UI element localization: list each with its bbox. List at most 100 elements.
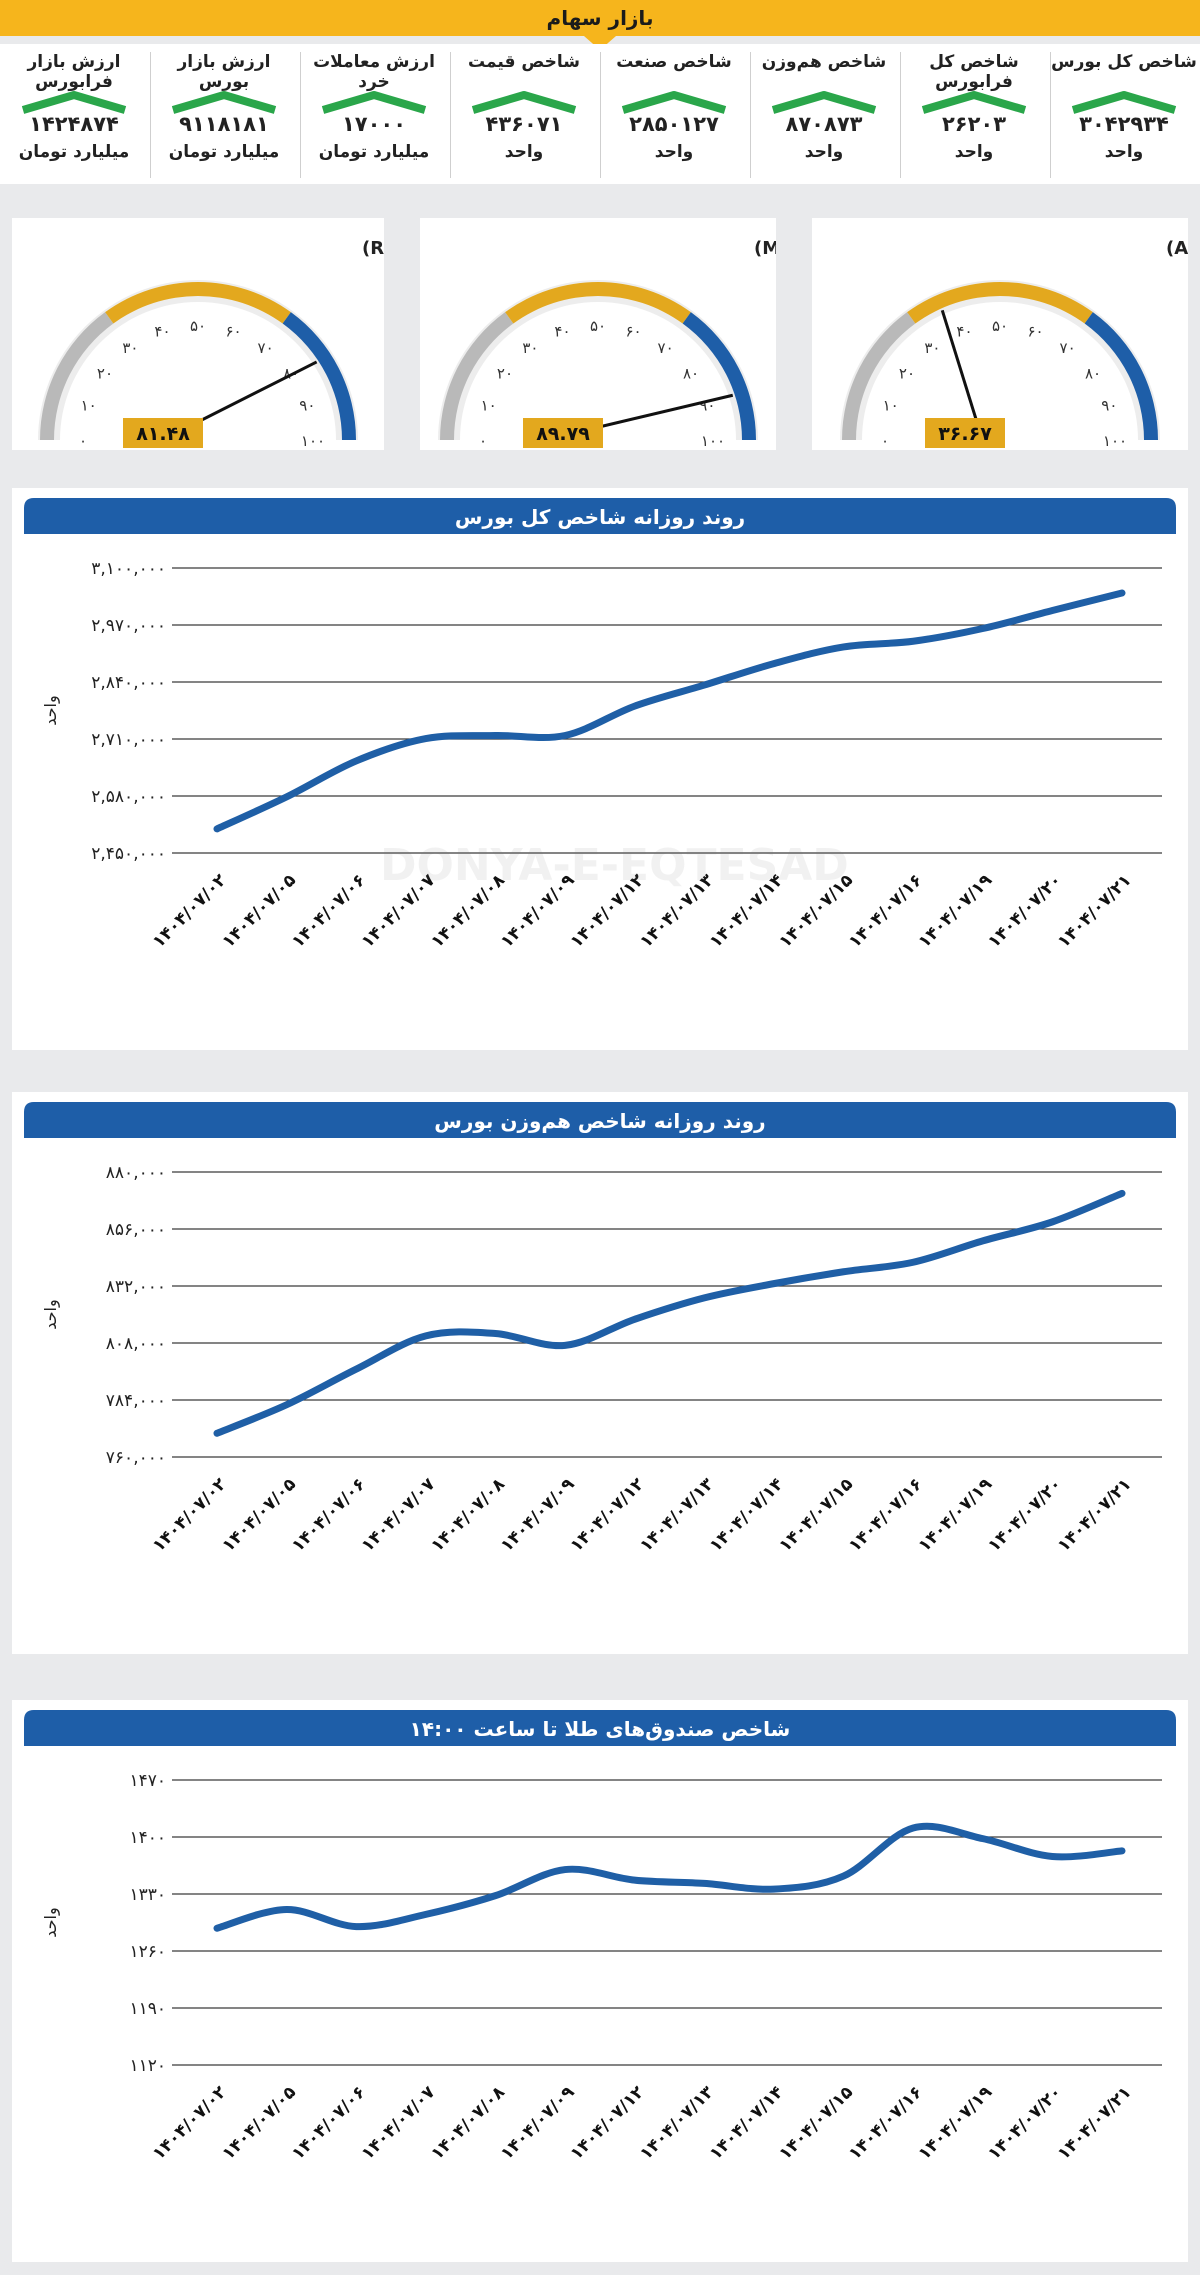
gauge-tick-label: ۶۰ [1027, 323, 1043, 341]
trend-up-chevron [171, 91, 277, 114]
chart-x-tick-label: ۱۴۰۴/۰۷/۱۲ [567, 870, 649, 952]
stat-card: ارزش معاملات خرد ۱۷۰۰۰ میلیارد تومان [300, 44, 448, 184]
gauge-tick-label: ۱۰۰ [301, 432, 325, 450]
gauge-tick-label: ۰ [479, 432, 487, 450]
chart-data-point [632, 1877, 638, 1883]
stat-value: ۲۸۵۰۱۲۷ [629, 112, 719, 136]
chart-title: شاخص صندوق‌های طلا تا ساعت ۱۴:۰۰ [410, 1717, 791, 1741]
chart-data-point [353, 758, 359, 764]
chart-x-tick-label: ۱۴۰۴/۰۷/۰۶ [288, 2082, 370, 2164]
chart-data-point [701, 1880, 707, 1886]
chart-x-tick-label: ۱۴۰۴/۰۷/۱۴ [706, 1474, 788, 1556]
chart-data-point [1119, 590, 1125, 596]
chart-data-point [492, 1893, 498, 1899]
gauge-tick-label: ۷۰ [658, 339, 674, 357]
stat-label: ارزش معاملات خرد [313, 52, 435, 92]
gauge-tick-label: ۷۰ [258, 339, 274, 357]
chart-x-tick-label: ۱۴۰۴/۰۷/۰۲ [149, 870, 231, 952]
trend-up-icon [771, 91, 877, 114]
chart-data-point [562, 732, 568, 738]
trend-up-icon [171, 91, 277, 114]
stat-unit: واحد [1104, 142, 1144, 162]
chart-series-line [213, 589, 1126, 833]
chart-data-point [353, 1924, 359, 1930]
chart-y-tick-label: ۲,۷۱۰,۰۰۰ [91, 730, 166, 750]
chart-data-point [701, 682, 707, 688]
chart-y-tick-label: ۸۰۸,۰۰۰ [106, 1334, 166, 1354]
chart-data-point [771, 661, 777, 667]
chart-title: روند روزانه شاخص هم‌وزن بورس [434, 1109, 765, 1133]
gauge-tick-label: ۰ [79, 432, 87, 450]
chart-data-point [980, 1836, 986, 1842]
chart-x-tick-label: ۱۴۰۴/۰۷/۲۱ [1054, 870, 1136, 952]
gauge-tick-label: ۷۰ [1060, 339, 1076, 357]
stat-card: شاخص کل بورس ۳۰۴۲۹۳۴ واحد [1050, 44, 1198, 184]
trend-up-chevron [471, 91, 577, 114]
chart-x-tick-label: ۱۴۰۴/۰۷/۱۶ [845, 2082, 927, 2164]
trend-up-icon [621, 91, 727, 114]
gauge-tick-label: ۱۰۰ [1103, 432, 1127, 450]
gauge-value: ۸۱.۴۸ [136, 423, 190, 445]
chart-x-tick-label: ۱۴۰۴/۰۷/۰۸ [427, 1474, 509, 1556]
chart-data-point [701, 1295, 707, 1301]
chart-data-point [353, 1366, 359, 1372]
gauge-value-box [123, 418, 203, 448]
gauge-title: شاخص جریان پول (MFI) [754, 238, 776, 259]
stat-label: شاخص قیمت [468, 52, 580, 72]
stat-value: ۴۳۶۰۷۱ [485, 112, 563, 136]
gauge-tick-label: ۵۰ [590, 317, 606, 335]
chart-data-point [1119, 1848, 1125, 1854]
chart-data-point [423, 1333, 429, 1339]
gauge-tick-label: ۱۰ [481, 396, 497, 414]
trend-up-chevron [1071, 91, 1177, 114]
equal-weight-chart-panel: روند روزانه شاخص هم‌وزن بورس ۷۶۰,۰۰۰ ۷۸۴,۰… [12, 1092, 1188, 1654]
gauge-band-low [40, 312, 114, 440]
gauge-tick-label: ۴۰ [554, 323, 570, 341]
chart-x-tick-label: ۱۴۰۴/۰۷/۱۳ [636, 870, 718, 952]
gauge-tick-label: ۵۰ [992, 317, 1008, 335]
trend-up-chevron [771, 91, 877, 114]
chart-data-point [771, 1281, 777, 1287]
chart-data-point [284, 1906, 290, 1912]
chart-x-tick-label: ۱۴۰۴/۰۷/۱۳ [636, 1474, 718, 1556]
chart-y-tick-label: ۲,۹۷۰,۰۰۰ [91, 616, 166, 636]
stat-unit: واحد [504, 142, 544, 162]
chart-data-point [214, 826, 220, 832]
chart-x-tick-label: ۱۴۰۴/۰۷/۰۹ [497, 2082, 579, 2164]
page-title: بازار سهام [546, 6, 654, 30]
chart-y-tick-label: ۸۵۶,۰۰۰ [106, 1220, 166, 1240]
chart-y-tick-label: ۲,۴۵۰,۰۰۰ [91, 844, 166, 864]
chart-data-point [910, 1259, 916, 1265]
chart-data-point [492, 732, 498, 738]
chart-data-point [910, 1825, 916, 1831]
title-banner: بازار سهام [0, 0, 1200, 36]
stat-label: شاخص هم‌وزن [761, 52, 887, 72]
gauge-band-high [682, 312, 756, 440]
chart-y-tick-label: ۷۸۴,۰۰۰ [106, 1391, 166, 1411]
gauge-band-mid [105, 282, 291, 324]
stat-divider [450, 52, 451, 178]
gauge-tick-label: ۸۰ [1085, 364, 1101, 382]
trend-up-chevron [621, 91, 727, 114]
chart-data-point [632, 703, 638, 709]
stat-strip: شاخص کل بورس ۳۰۴۲۹۳۴ واحد شاخص کل فرابورس ۲۶… [0, 44, 1200, 184]
chart-x-tick-label: ۱۴۰۴/۰۷/۰۸ [427, 2082, 509, 2164]
gauge-band-high [1084, 312, 1158, 440]
stat-unit: میلیارد تومان [18, 142, 130, 162]
chart-data-point [284, 794, 290, 800]
chart-y-tick-label: ۸۸۰,۰۰۰ [106, 1163, 166, 1183]
chart-data-point [841, 1269, 847, 1275]
chart-data-point [980, 626, 986, 632]
chart-x-tick-label: ۱۴۰۴/۰۷/۱۹ [915, 2082, 997, 2164]
chart-x-tick-label: ۱۴۰۴/۰۷/۲۰ [984, 870, 1066, 952]
stat-card: شاخص صنعت ۲۸۵۰۱۲۷ واحد [600, 44, 748, 184]
chart-data-point [771, 1886, 777, 1892]
chart-x-tick-label: ۱۴۰۴/۰۷/۰۵ [219, 870, 301, 952]
gauge-value-box [925, 418, 1005, 448]
chart-x-tick-label: ۱۴۰۴/۰۷/۰۶ [288, 1474, 370, 1556]
chart-x-tick-label: ۱۴۰۴/۰۷/۲۰ [984, 1474, 1066, 1556]
gauge-tick-label: ۲۰ [97, 364, 113, 382]
chart-x-tick-label: ۱۴۰۴/۰۷/۱۶ [845, 1474, 927, 1556]
gauge-needle [940, 309, 982, 433]
